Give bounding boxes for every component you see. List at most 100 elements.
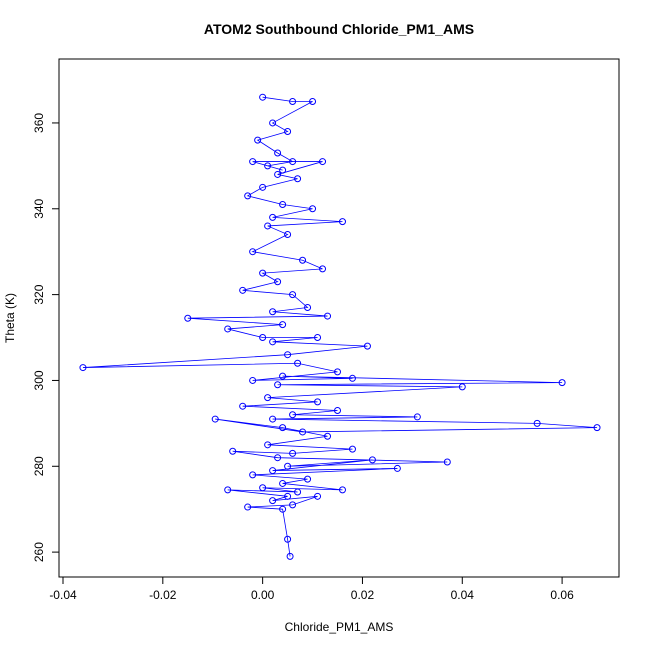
data-point (269, 497, 277, 505)
x-tick-label: 0.00 (251, 588, 275, 602)
y-tick-label: 340 (32, 198, 46, 218)
data-point (264, 394, 272, 402)
data-point (279, 479, 287, 487)
data-point (338, 218, 346, 226)
data-point (289, 158, 297, 166)
data-point (279, 200, 287, 208)
data-point (239, 286, 247, 294)
data-point (413, 413, 421, 421)
data-point (348, 374, 356, 382)
data-point (269, 415, 277, 423)
data-point (269, 213, 277, 221)
data-point (229, 447, 237, 455)
data-point (286, 552, 294, 560)
data-point (314, 398, 322, 406)
data-point (593, 424, 601, 432)
data-point (269, 338, 277, 346)
data-point (274, 381, 282, 389)
x-tick-label: 0.06 (550, 588, 574, 602)
data-point (348, 445, 356, 453)
data-point (279, 424, 287, 432)
data-point (244, 192, 252, 200)
data-point (334, 368, 342, 376)
data-point (259, 334, 267, 342)
data-point (259, 269, 267, 277)
data-point (249, 248, 257, 256)
data-point (184, 314, 192, 322)
data-point (319, 158, 327, 166)
data-point (274, 278, 282, 286)
data-point (334, 406, 342, 414)
plot-frame (58, 58, 620, 578)
data-point (244, 503, 252, 511)
x-axis-label: Chloride_PM1_AMS (285, 620, 394, 634)
data-point (304, 475, 312, 483)
data-point (314, 492, 322, 500)
y-tick-label: 260 (32, 542, 46, 562)
data-point (254, 136, 262, 144)
data-point (284, 351, 292, 359)
data-point (284, 231, 292, 239)
data-point (264, 441, 272, 449)
data-point (79, 364, 87, 372)
data-point (239, 402, 247, 410)
data-point (324, 312, 332, 320)
x-tick-label: -0.02 (149, 588, 177, 602)
x-tick-label: -0.04 (49, 588, 77, 602)
data-point (284, 535, 292, 543)
data-point (259, 93, 267, 101)
data-point (314, 334, 322, 342)
data-point (289, 291, 297, 299)
data-point (294, 488, 302, 496)
data-point (269, 467, 277, 475)
data-point (224, 325, 232, 333)
data-point (393, 464, 401, 472)
data-line (82, 96, 598, 557)
data-point (224, 486, 232, 494)
data-point (458, 383, 466, 391)
data-point (274, 454, 282, 462)
y-tick-label: 320 (32, 284, 46, 304)
data-point (294, 175, 302, 183)
data-point (299, 256, 307, 264)
data-point (284, 462, 292, 470)
y-tick-label: 280 (32, 456, 46, 476)
data-point (279, 505, 287, 513)
data-point (269, 308, 277, 316)
data-point (259, 183, 267, 191)
data-point (368, 456, 376, 464)
data-point (289, 411, 297, 419)
data-point (299, 428, 307, 436)
y-tick-label: 300 (32, 370, 46, 390)
data-point (259, 484, 267, 492)
chart-title: ATOM2 Southbound Chloride_PM1_AMS (204, 21, 474, 37)
data-point (338, 486, 346, 494)
data-point (279, 166, 287, 174)
data-point (363, 342, 371, 350)
data-point (279, 372, 287, 380)
data-point (289, 501, 297, 509)
data-point (274, 170, 282, 178)
data-point (279, 321, 287, 329)
data-point (309, 205, 317, 213)
data-point (443, 458, 451, 466)
data-point (558, 379, 566, 387)
data-point (319, 265, 327, 273)
data-point (324, 432, 332, 440)
x-tick-label: 0.04 (451, 588, 475, 602)
data-point (274, 149, 282, 157)
data-point (284, 492, 292, 500)
data-point (211, 415, 219, 423)
data-point (264, 162, 272, 170)
data-point (289, 97, 297, 105)
data-point (249, 471, 257, 479)
data-point (249, 376, 257, 384)
data-point (269, 119, 277, 127)
data-point (289, 449, 297, 457)
data-point (294, 359, 302, 367)
data-point (249, 158, 257, 166)
y-axis-label: Theta (K) (3, 293, 17, 343)
y-tick-label: 360 (32, 113, 46, 133)
data-point (284, 128, 292, 136)
